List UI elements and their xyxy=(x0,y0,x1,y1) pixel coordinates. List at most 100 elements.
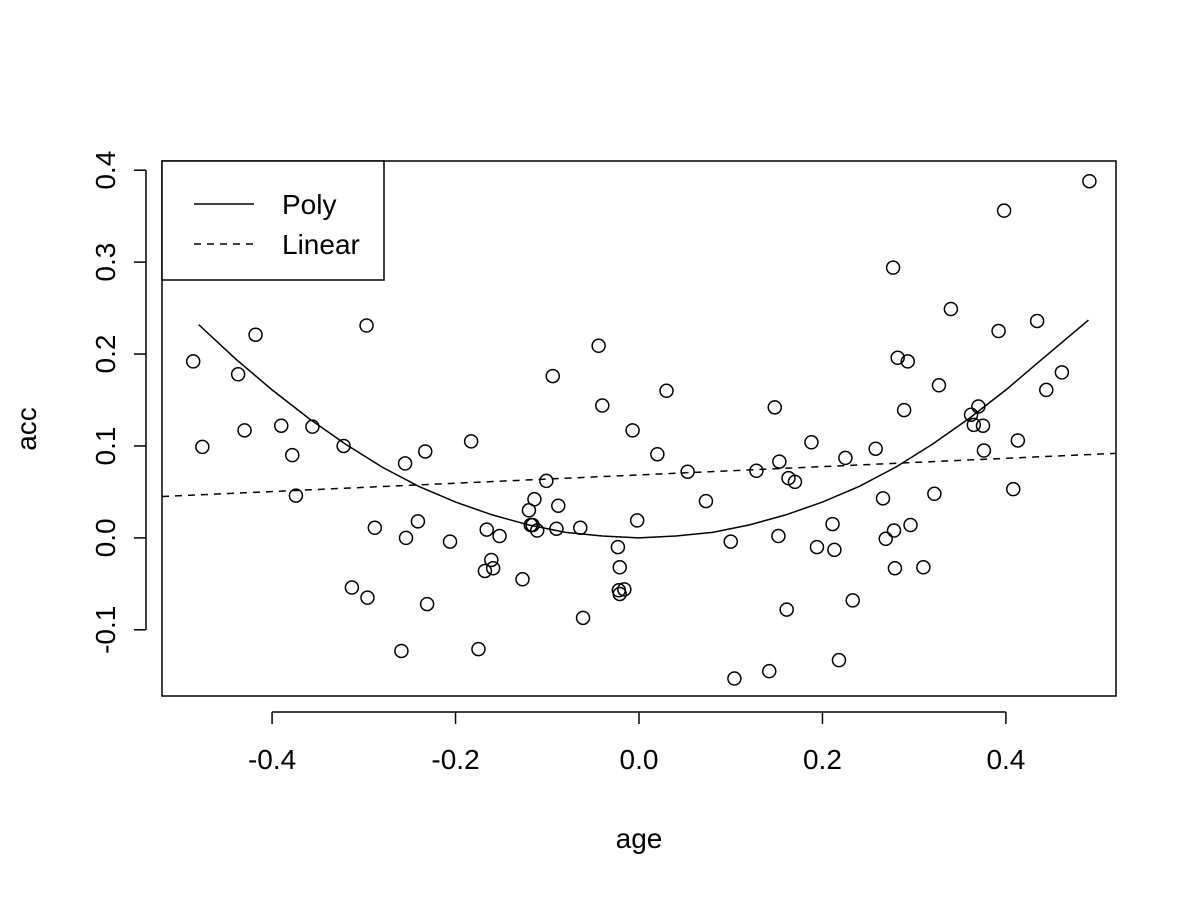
x-tick-label: 0.4 xyxy=(986,744,1025,775)
y-tick-label: 0.0 xyxy=(90,518,121,557)
x-tick-label: 0.0 xyxy=(620,744,659,775)
data-point xyxy=(617,582,632,597)
data-point xyxy=(1054,365,1070,380)
y-tick-label: -0.1 xyxy=(90,606,121,654)
data-point xyxy=(680,464,695,479)
data-point xyxy=(831,652,847,668)
data-point xyxy=(762,663,777,679)
data-point xyxy=(727,671,742,686)
data-point xyxy=(529,523,545,538)
data-point xyxy=(625,423,640,438)
series-line-linear xyxy=(161,452,1117,498)
data-point xyxy=(484,552,499,568)
data-point xyxy=(991,323,1006,339)
data-point xyxy=(963,407,979,422)
data-point xyxy=(825,516,840,532)
data-point xyxy=(875,491,891,506)
data-point xyxy=(360,590,375,605)
data-point xyxy=(394,643,409,659)
data-point xyxy=(886,523,902,538)
data-point xyxy=(804,435,819,450)
data-point xyxy=(359,318,374,333)
legend-label-linear: Linear xyxy=(282,229,360,260)
data-point xyxy=(463,434,479,449)
data-point xyxy=(477,563,493,579)
data-point xyxy=(248,327,263,342)
data-point xyxy=(903,517,918,533)
data-point xyxy=(868,441,883,456)
data-point xyxy=(419,596,435,612)
data-point xyxy=(485,560,501,576)
x-tick-label: -0.4 xyxy=(248,744,296,775)
data-point xyxy=(288,488,304,503)
data-point xyxy=(575,610,591,626)
data-point xyxy=(442,534,458,549)
data-point xyxy=(344,580,360,595)
data-point xyxy=(629,513,645,528)
data-point xyxy=(471,641,486,657)
data-point xyxy=(367,520,383,536)
data-point xyxy=(1039,382,1054,398)
data-point xyxy=(612,586,627,602)
data-point xyxy=(827,542,842,558)
data-point xyxy=(539,473,554,489)
data-point xyxy=(943,301,959,317)
data-point xyxy=(878,531,894,547)
plot-frame xyxy=(161,160,1117,697)
data-point xyxy=(515,572,530,587)
data-point xyxy=(698,493,714,509)
data-point xyxy=(787,474,803,490)
data-point xyxy=(410,514,426,529)
data-point xyxy=(610,539,626,555)
data-point xyxy=(479,522,494,537)
data-point xyxy=(1029,313,1045,329)
data-point xyxy=(838,450,853,466)
data-point xyxy=(916,560,931,575)
data-point xyxy=(887,560,903,576)
data-point xyxy=(723,534,738,549)
data-point xyxy=(237,423,252,438)
series-line-poly xyxy=(198,319,1089,539)
data-point xyxy=(230,367,246,382)
legend: Poly Linear xyxy=(161,160,385,281)
data-point xyxy=(492,528,507,544)
data-point xyxy=(595,398,610,413)
data-point xyxy=(195,439,210,455)
data-point xyxy=(845,593,860,608)
data-point xyxy=(966,417,982,433)
data-point xyxy=(591,338,606,354)
y-axis-label: acc xyxy=(11,407,42,451)
data-point xyxy=(976,443,992,458)
y-tick-label: 0.3 xyxy=(90,243,121,282)
legend-label-poly: Poly xyxy=(282,189,336,220)
data-point xyxy=(779,602,794,617)
data-point xyxy=(527,492,542,507)
data-point xyxy=(285,447,300,463)
data-point xyxy=(418,444,433,459)
data-point xyxy=(1006,481,1021,497)
legend-box xyxy=(161,160,385,281)
data-point xyxy=(650,446,665,462)
x-axis-label: age xyxy=(616,823,663,854)
y-axis: -0.1 0.0 0.1 0.2 0.3 0.4 xyxy=(90,151,147,654)
data-point xyxy=(274,418,289,433)
data-point xyxy=(659,383,674,399)
plot-layer xyxy=(161,173,1117,686)
data-point xyxy=(612,560,627,575)
data-point xyxy=(767,400,783,415)
data-point xyxy=(1010,433,1026,448)
data-point xyxy=(749,463,764,479)
data-point xyxy=(900,354,916,369)
data-point xyxy=(896,402,912,418)
data-point xyxy=(1082,173,1097,189)
x-tick-label: -0.2 xyxy=(431,744,479,775)
data-point xyxy=(931,378,947,393)
data-point xyxy=(545,368,561,384)
data-point xyxy=(772,454,787,469)
data-point xyxy=(398,530,414,546)
y-tick-label: 0.4 xyxy=(90,151,121,190)
data-point xyxy=(927,486,942,502)
data-point xyxy=(975,418,991,433)
